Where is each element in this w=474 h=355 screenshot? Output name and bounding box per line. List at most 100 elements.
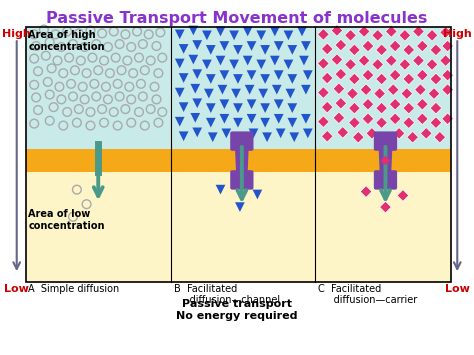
- Polygon shape: [316, 27, 451, 149]
- Polygon shape: [399, 29, 410, 41]
- Polygon shape: [27, 172, 171, 282]
- Polygon shape: [348, 117, 360, 129]
- Polygon shape: [204, 89, 214, 98]
- Polygon shape: [389, 98, 401, 110]
- FancyBboxPatch shape: [230, 170, 254, 190]
- Polygon shape: [260, 118, 270, 127]
- Polygon shape: [179, 131, 189, 141]
- Polygon shape: [260, 74, 270, 84]
- Polygon shape: [192, 69, 202, 79]
- Polygon shape: [270, 56, 280, 65]
- Polygon shape: [434, 131, 446, 143]
- Polygon shape: [172, 172, 315, 282]
- Text: High: High: [2, 28, 31, 39]
- Polygon shape: [243, 56, 253, 65]
- Polygon shape: [366, 127, 378, 139]
- Polygon shape: [229, 31, 239, 40]
- Polygon shape: [407, 131, 419, 143]
- Polygon shape: [403, 73, 415, 85]
- Polygon shape: [172, 27, 315, 149]
- Polygon shape: [393, 127, 405, 139]
- Text: B  Facilitated
     diffusion—channel: B Facilitated diffusion—channel: [174, 284, 280, 305]
- Polygon shape: [258, 89, 268, 98]
- Polygon shape: [276, 129, 285, 138]
- Polygon shape: [321, 101, 333, 113]
- Polygon shape: [430, 117, 442, 129]
- Polygon shape: [175, 117, 184, 126]
- Polygon shape: [360, 186, 372, 197]
- Polygon shape: [403, 44, 415, 56]
- Polygon shape: [274, 70, 283, 80]
- Polygon shape: [287, 74, 297, 84]
- Polygon shape: [389, 113, 401, 125]
- Polygon shape: [303, 70, 313, 80]
- Polygon shape: [192, 127, 202, 137]
- Polygon shape: [256, 31, 266, 40]
- Polygon shape: [335, 68, 346, 80]
- Polygon shape: [27, 27, 171, 149]
- Polygon shape: [401, 88, 413, 99]
- Text: Passive Transport Movement of molecules: Passive Transport Movement of molecules: [46, 11, 428, 26]
- Polygon shape: [283, 31, 293, 40]
- Polygon shape: [189, 26, 198, 36]
- Polygon shape: [192, 98, 202, 108]
- Polygon shape: [428, 88, 440, 99]
- Polygon shape: [337, 126, 348, 138]
- Polygon shape: [442, 69, 454, 81]
- Polygon shape: [246, 70, 256, 80]
- Polygon shape: [287, 45, 297, 55]
- Polygon shape: [413, 55, 424, 66]
- Polygon shape: [245, 85, 255, 94]
- Polygon shape: [358, 55, 370, 66]
- Polygon shape: [192, 40, 202, 50]
- Polygon shape: [270, 27, 280, 36]
- Polygon shape: [233, 74, 243, 84]
- Polygon shape: [346, 88, 358, 99]
- Polygon shape: [430, 73, 442, 85]
- Polygon shape: [333, 83, 345, 94]
- Polygon shape: [189, 55, 198, 65]
- Polygon shape: [403, 117, 415, 129]
- Polygon shape: [397, 190, 409, 201]
- Polygon shape: [256, 60, 266, 69]
- Polygon shape: [172, 149, 315, 172]
- Polygon shape: [318, 116, 329, 127]
- Polygon shape: [253, 190, 262, 200]
- Polygon shape: [206, 74, 216, 84]
- Polygon shape: [442, 84, 454, 95]
- Polygon shape: [345, 29, 356, 41]
- Polygon shape: [335, 97, 346, 109]
- Polygon shape: [260, 45, 270, 55]
- Polygon shape: [262, 132, 272, 142]
- Polygon shape: [285, 89, 295, 98]
- Polygon shape: [221, 129, 231, 138]
- Polygon shape: [316, 149, 451, 172]
- Polygon shape: [430, 44, 442, 56]
- Polygon shape: [274, 99, 283, 109]
- Polygon shape: [249, 129, 258, 138]
- Polygon shape: [233, 103, 243, 113]
- Polygon shape: [358, 26, 370, 37]
- Polygon shape: [385, 26, 397, 37]
- Polygon shape: [360, 84, 372, 95]
- Polygon shape: [246, 41, 256, 51]
- Polygon shape: [316, 172, 451, 282]
- Polygon shape: [420, 127, 432, 139]
- Polygon shape: [426, 29, 438, 41]
- Polygon shape: [243, 27, 253, 36]
- Polygon shape: [348, 73, 360, 85]
- Polygon shape: [179, 102, 189, 112]
- Polygon shape: [321, 72, 333, 84]
- Polygon shape: [216, 27, 225, 36]
- Polygon shape: [380, 201, 392, 213]
- Polygon shape: [216, 185, 225, 195]
- Polygon shape: [415, 84, 426, 95]
- Polygon shape: [353, 131, 364, 143]
- Polygon shape: [381, 155, 390, 165]
- Polygon shape: [175, 59, 184, 68]
- Polygon shape: [175, 88, 184, 97]
- Polygon shape: [333, 112, 345, 124]
- Polygon shape: [290, 132, 299, 142]
- Polygon shape: [385, 55, 397, 66]
- Polygon shape: [287, 103, 297, 113]
